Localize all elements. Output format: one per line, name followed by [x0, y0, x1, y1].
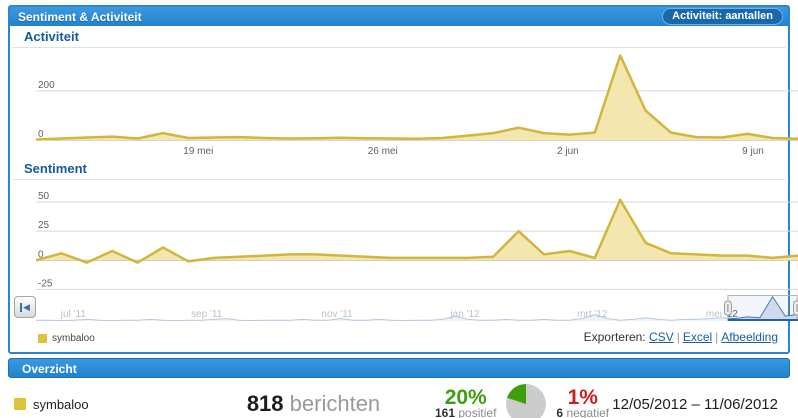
overview-row: symbaloo 818 berichten 20% 161 positief …: [8, 378, 790, 418]
sentiment-area-chart: 50 25 0 -25: [36, 191, 798, 290]
x-tick-label: 26 mei: [368, 146, 398, 157]
navigator-range-chart[interactable]: jul '11sep '11nov '11jan '12mrt '12mei '…: [36, 295, 798, 321]
navigator-selected-range[interactable]: [727, 295, 798, 321]
y-tick-label: 0: [38, 249, 44, 260]
x-tick-label: 9 jun: [742, 146, 764, 157]
negative-label: negatief: [566, 406, 610, 418]
overview-header: Overzicht: [8, 358, 790, 378]
symbaloo-area-fill: [36, 55, 798, 140]
y-tick-label: 0: [38, 129, 44, 140]
export-label: Exporteren:: [583, 330, 646, 344]
sentiment-activity-panel: Sentiment & Activiteit Activiteit: aanta…: [8, 5, 798, 354]
date-range: 12/05/2012 – 11/06/2012: [612, 395, 778, 413]
skip-to-start-button[interactable]: ◀: [14, 296, 36, 318]
y-tick-label: 200: [38, 80, 55, 91]
panel-header: Sentiment & Activiteit Activiteit: aanta…: [10, 7, 788, 26]
overview-section: Overzicht symbaloo 818 berichten 20% 161…: [8, 358, 790, 418]
positive-count: 161: [435, 406, 456, 418]
export-csv-link[interactable]: CSV: [649, 330, 674, 344]
symbaloo-series-line: [36, 54, 798, 141]
export-bar: Exporteren: CSV | Excel | Afbeelding: [584, 330, 778, 344]
legend-color-swatch: [38, 334, 47, 343]
y-tick-label: 50: [38, 191, 50, 202]
negative-stat: 1% 6 negatief: [556, 386, 609, 418]
export-separator: |: [676, 330, 680, 344]
negative-percent: 1%: [567, 386, 598, 409]
skip-to-start-icon: [20, 302, 23, 312]
chart-legend-item[interactable]: symbaloo: [38, 333, 95, 344]
message-count-unit: berichten: [289, 391, 381, 416]
symbaloo-series-line: [36, 198, 798, 264]
message-count-number: 818: [246, 391, 284, 416]
panel-title: Sentiment & Activiteit: [18, 9, 142, 24]
brand-color-swatch: [14, 398, 26, 410]
positive-percent: 20%: [444, 386, 487, 409]
negative-count: 6: [556, 406, 564, 418]
positive-stat: 20% 161 positief: [435, 386, 496, 418]
panel-footer: symbaloo Exporteren: CSV | Excel | Afbeeldin…: [10, 321, 788, 352]
sentiment-chart-title: Sentiment: [12, 158, 786, 180]
activity-area-chart: 200 0 19 mei 26 mei 2 jun 9 jun: [36, 54, 798, 157]
timeline-navigator: ◀ jul '11sep '11nov '11jan '12mrt '12mei…: [10, 295, 798, 321]
positive-detail: 161 positief: [435, 407, 496, 418]
export-separator: |: [715, 330, 719, 344]
activity-mode-button[interactable]: Activiteit: aantallen: [662, 8, 783, 25]
y-tick-label: -25: [38, 278, 53, 289]
sentiment-pie-chart: [506, 384, 547, 418]
symbaloo-area-fill: [36, 199, 798, 263]
x-tick-label: 19 mei: [183, 146, 213, 157]
legend-label: symbaloo: [52, 333, 95, 344]
brand-label: symbaloo: [33, 396, 89, 412]
negative-detail: 6 negatief: [556, 407, 609, 418]
export-image-link[interactable]: Afbeelding: [721, 330, 778, 344]
export-excel-link[interactable]: Excel: [682, 330, 713, 344]
skip-to-start-icon-triangle: ◀: [23, 301, 30, 312]
positive-label: positief: [458, 406, 497, 418]
y-tick-label: 25: [38, 220, 50, 231]
navigator-mask: [36, 295, 728, 321]
activity-chart-title: Activiteit: [12, 26, 786, 48]
message-count: 818 berichten: [226, 391, 401, 417]
overview-brand: symbaloo: [14, 397, 226, 412]
x-tick-label: 2 jun: [557, 146, 579, 157]
